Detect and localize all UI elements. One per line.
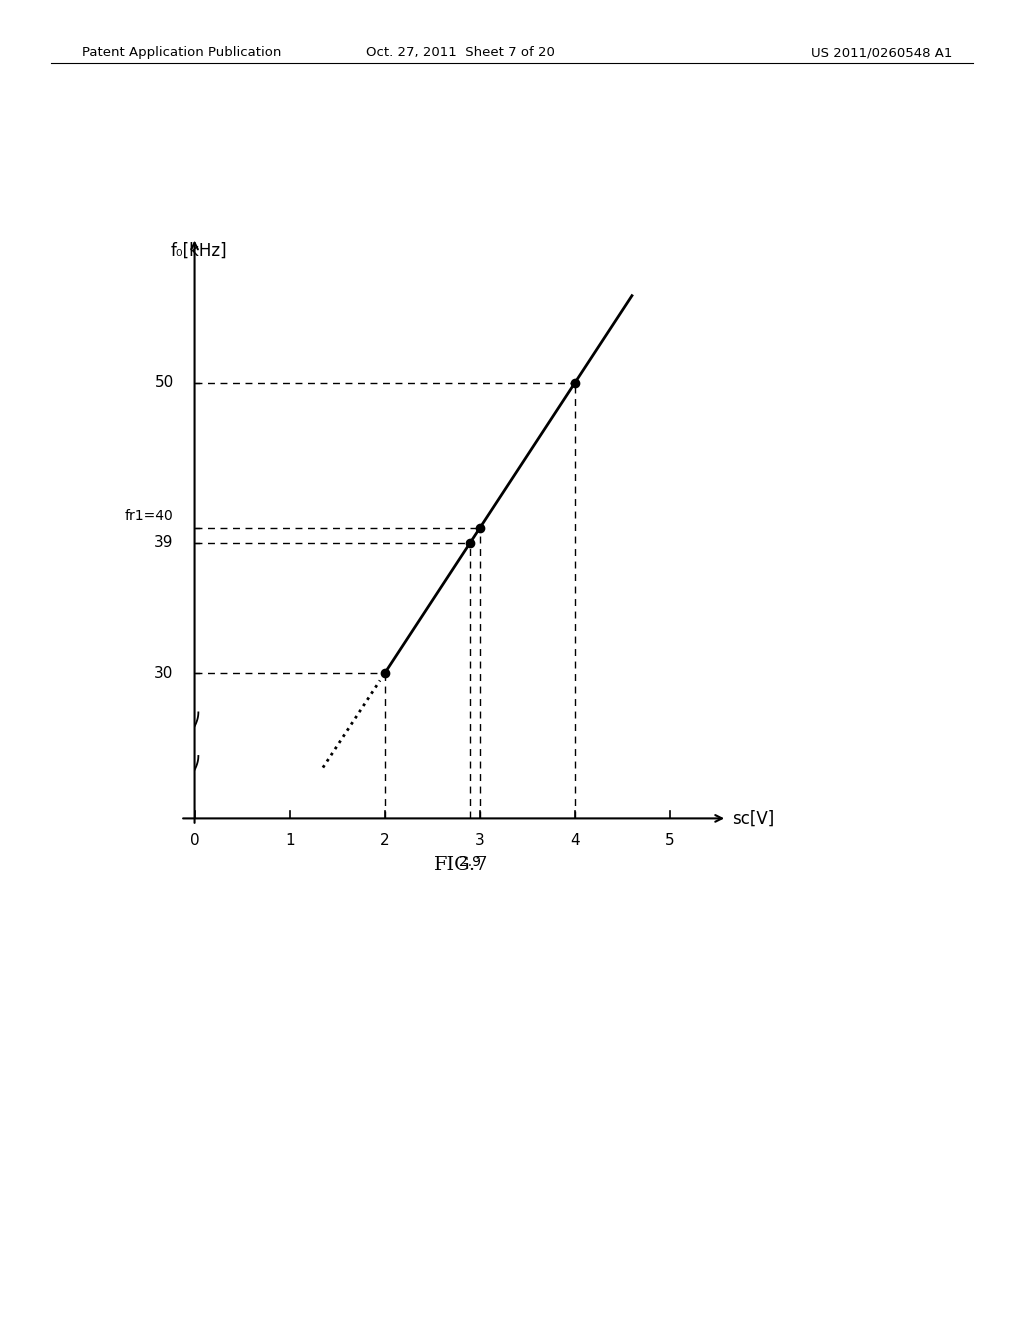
Text: sc[V]: sc[V] xyxy=(732,809,774,828)
Text: FIG.7: FIG.7 xyxy=(433,855,488,874)
Text: 5: 5 xyxy=(666,833,675,847)
Text: Patent Application Publication: Patent Application Publication xyxy=(82,46,282,59)
Text: Oct. 27, 2011  Sheet 7 of 20: Oct. 27, 2011 Sheet 7 of 20 xyxy=(367,46,555,59)
Text: 2: 2 xyxy=(380,833,389,847)
Text: 3: 3 xyxy=(475,833,484,847)
Text: 50: 50 xyxy=(155,375,174,391)
Text: 2.9: 2.9 xyxy=(460,855,481,869)
Text: 39: 39 xyxy=(155,535,174,550)
Text: 0: 0 xyxy=(189,833,200,847)
Text: 1: 1 xyxy=(285,833,295,847)
Text: f₀[kHz]: f₀[kHz] xyxy=(171,242,227,260)
Text: US 2011/0260548 A1: US 2011/0260548 A1 xyxy=(811,46,952,59)
Text: 30: 30 xyxy=(155,665,174,681)
Text: fr1=40: fr1=40 xyxy=(125,510,174,524)
Text: 4: 4 xyxy=(570,833,580,847)
